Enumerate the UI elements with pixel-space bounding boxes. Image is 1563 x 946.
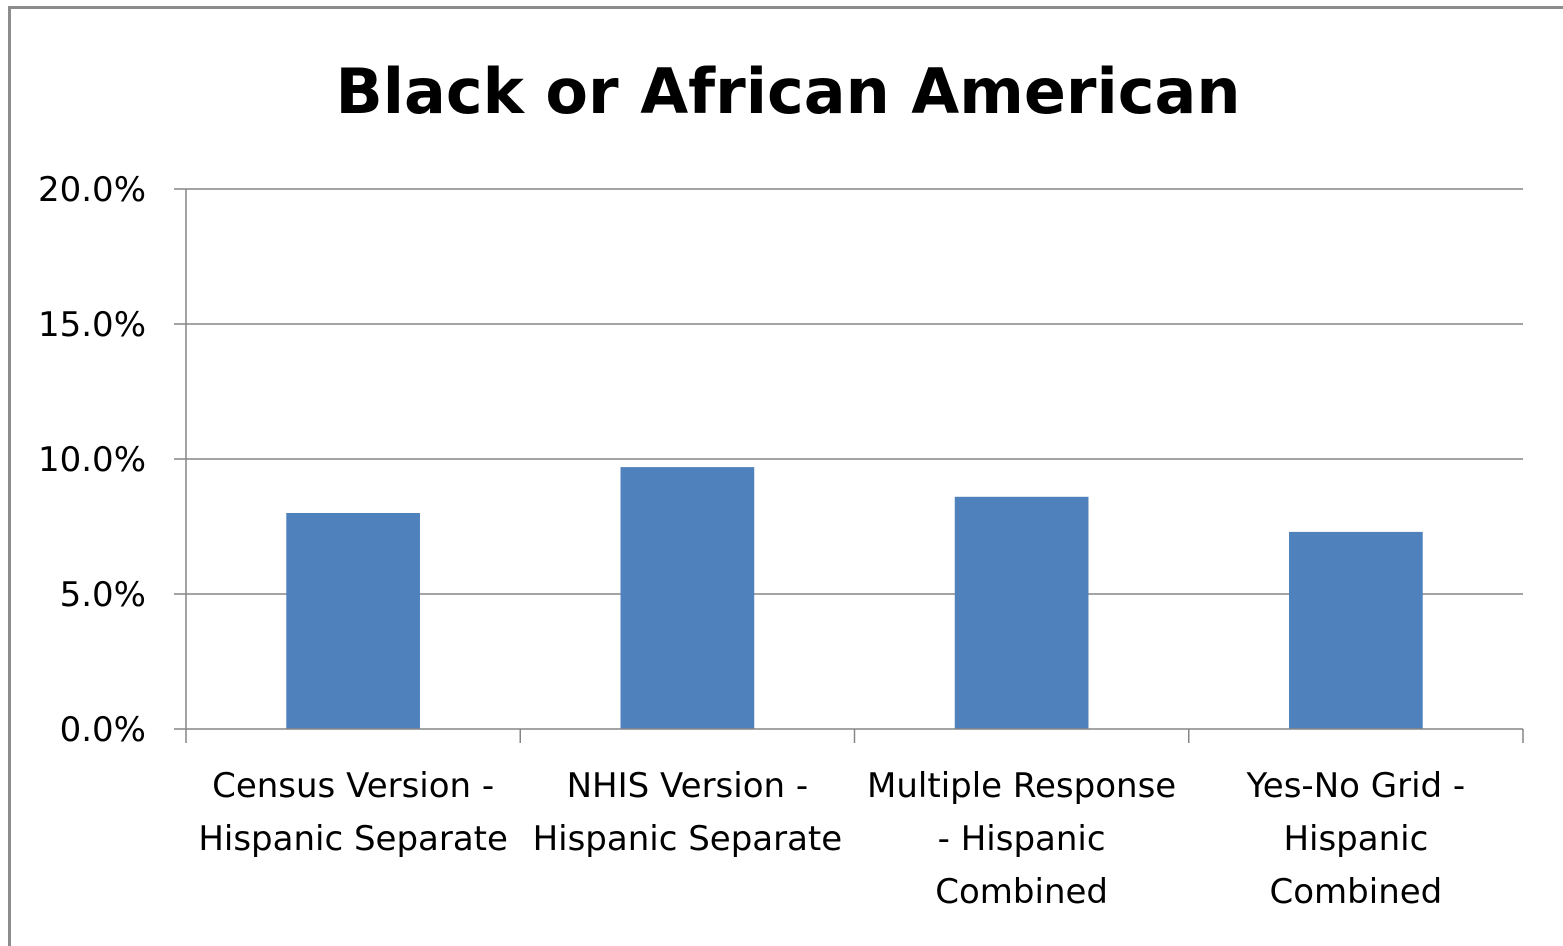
chart-frame: [8, 6, 1563, 946]
y-tick-label: 10.0%: [38, 440, 146, 480]
bar: [286, 513, 420, 729]
x-tick-label-line: Hispanic Separate: [198, 819, 508, 859]
x-tick-label: Yes-No Grid - Hispanic Combined: [1246, 766, 1466, 912]
x-tick-label-line: NHIS Version -: [567, 766, 809, 806]
x-tick-label: Census Version - Hispanic Separate: [198, 766, 508, 859]
bars: [286, 467, 1423, 729]
x-tick-label: NHIS Version - Hispanic Separate: [533, 766, 843, 859]
y-tick-label: 15.0%: [38, 305, 146, 345]
x-tick-label-line: Yes-No Grid -: [1246, 766, 1466, 806]
x-tick-label-line: Multiple Response: [867, 766, 1176, 806]
bar: [954, 496, 1089, 729]
y-tick-label: 5.0%: [60, 575, 146, 615]
x-tick-label-line: - Hispanic: [938, 819, 1106, 859]
x-tick-label-line: Combined: [1270, 872, 1443, 912]
bar: [1289, 531, 1423, 729]
x-tick-label: Multiple Response - Hispanic Combined: [867, 766, 1176, 912]
y-tick-label: 20.0%: [38, 170, 146, 210]
bar: [620, 467, 755, 729]
axes: [174, 189, 1524, 743]
x-tick-label-line: Hispanic: [1283, 819, 1428, 859]
y-axis-tick-labels: 0.0% 5.0% 10.0% 15.0% 20.0%: [38, 170, 146, 750]
x-tick-label-line: Hispanic Separate: [533, 819, 843, 859]
y-tick-label: 0.0%: [60, 710, 146, 750]
x-tick-label-line: Census Version -: [212, 766, 494, 806]
x-tick-label-line: Combined: [935, 872, 1108, 912]
chart-title: Black or African American: [336, 55, 1241, 128]
